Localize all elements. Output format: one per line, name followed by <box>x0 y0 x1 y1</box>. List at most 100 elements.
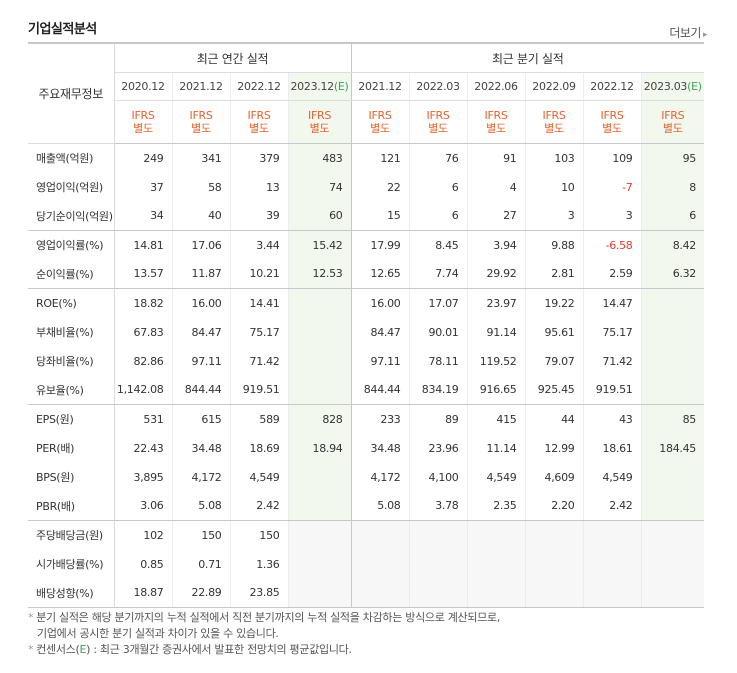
cell-value: 13 <box>230 172 289 202</box>
cell-value <box>288 346 352 376</box>
cell-value: 12.53 <box>288 259 352 289</box>
financial-table: 주요재무정보 최근 연간 실적 최근 분기 실적 2020.12 2021.12 2… <box>28 42 704 608</box>
cell-value <box>288 520 352 550</box>
cell-value: 119.52 <box>467 346 526 376</box>
ifrs-label: IFRS 별도 <box>230 100 289 144</box>
cell-value: 23.97 <box>467 288 526 318</box>
table-row: 매출액(억원) 249 341 379 483 121 76 91 103 109 95 <box>28 143 704 173</box>
cell-value: 8.42 <box>641 230 704 260</box>
cell-value: 2.20 <box>525 491 584 521</box>
period-header: 2021.12 <box>351 72 410 101</box>
cell-value <box>409 549 468 579</box>
cell-value <box>351 578 410 608</box>
cell-value: 43 <box>583 404 642 434</box>
cell-value: 2.42 <box>230 491 289 521</box>
cell-value: 0.71 <box>172 549 231 579</box>
cell-value <box>467 520 526 550</box>
cell-value: 15 <box>351 201 410 231</box>
more-label: 더보기 <box>669 26 701 40</box>
cell-value: 9.88 <box>525 230 584 260</box>
cell-value: 844.44 <box>351 375 410 405</box>
period-header: 2023.03(E) <box>641 72 704 101</box>
cell-value: 828 <box>288 404 352 434</box>
cell-value: 17.06 <box>172 230 231 260</box>
cell-value: 4,100 <box>409 462 468 492</box>
table-row: ROE(%) 18.82 16.00 14.41 16.00 17.07 23.97 19.2… <box>28 288 704 318</box>
cell-value: 58 <box>172 172 231 202</box>
ifrs-label: IFRS 별도 <box>114 100 173 144</box>
cell-value: 12.99 <box>525 433 584 463</box>
cell-value: 184.45 <box>641 433 704 463</box>
cell-value: 150 <box>172 520 231 550</box>
header-label: 주요재무정보 <box>28 42 115 144</box>
row-label: 매출액(억원) <box>28 143 115 173</box>
cell-value: 91 <box>467 143 526 173</box>
cell-value <box>288 549 352 579</box>
period-header: 2022.09 <box>525 72 584 101</box>
cell-value: 4,549 <box>230 462 289 492</box>
cell-value: 34 <box>114 201 173 231</box>
cell-value: -7 <box>583 172 642 202</box>
table-row: EPS(원) 531 615 589 828 233 89 415 44 43 85 <box>28 404 704 434</box>
cell-value: 14.81 <box>114 230 173 260</box>
row-label: 영업이익(억원) <box>28 172 115 202</box>
row-label: 당좌비율(%) <box>28 346 115 376</box>
table-row: 유보율(%) 1,142.08 844.44 919.51 844.44 834.19 91… <box>28 375 704 405</box>
cell-value: 97.11 <box>351 346 410 376</box>
ifrs-label: IFRS 별도 <box>172 100 231 144</box>
ifrs-label: IFRS 별도 <box>409 100 468 144</box>
cell-value: 16.00 <box>351 288 410 318</box>
row-label: 영업이익률(%) <box>28 230 115 260</box>
ifrs-label: IFRS 별도 <box>641 100 704 144</box>
cell-value <box>583 578 642 608</box>
more-link[interactable]: 더보기 ▸ <box>669 24 707 41</box>
cell-value: 6 <box>409 201 468 231</box>
table-row: 당기순이익(억원) 34 40 39 60 15 6 27 3 3 6 <box>28 201 704 231</box>
cell-value: 44 <box>525 404 584 434</box>
cell-value <box>525 549 584 579</box>
table-row: 주당배당금(원) 102 150 150 <box>28 520 704 550</box>
ifrs-label: IFRS 별도 <box>467 100 526 144</box>
cell-value: 916.65 <box>467 375 526 405</box>
cell-value: 6 <box>409 172 468 202</box>
row-label: 시가배당률(%) <box>28 549 115 579</box>
period-header: 2021.12 <box>172 72 231 101</box>
cell-value: 13.57 <box>114 259 173 289</box>
cell-value: 379 <box>230 143 289 173</box>
cell-value: 22.89 <box>172 578 231 608</box>
cell-value: 18.69 <box>230 433 289 463</box>
cell-value: 19.22 <box>525 288 584 318</box>
cell-value: 8 <box>641 172 704 202</box>
cell-value: 249 <box>114 143 173 173</box>
cell-value <box>641 346 704 376</box>
row-label: EPS(원) <box>28 404 115 434</box>
cell-value: 18.82 <box>114 288 173 318</box>
cell-value: 22.43 <box>114 433 173 463</box>
cell-value: 18.87 <box>114 578 173 608</box>
chevron-right-icon: ▸ <box>702 30 708 40</box>
cell-value: 71.42 <box>230 346 289 376</box>
cell-value: 91.14 <box>467 317 526 347</box>
cell-value <box>583 549 642 579</box>
row-label: 순이익률(%) <box>28 259 115 289</box>
cell-value: 10.21 <box>230 259 289 289</box>
cell-value <box>409 520 468 550</box>
cell-value: 121 <box>351 143 410 173</box>
cell-value <box>288 317 352 347</box>
row-label: PER(배) <box>28 433 115 463</box>
cell-value <box>583 520 642 550</box>
cell-value <box>641 520 704 550</box>
cell-value: 29.92 <box>467 259 526 289</box>
ifrs-label: IFRS 별도 <box>525 100 584 144</box>
cell-value <box>641 288 704 318</box>
period-header: 2022.06 <box>467 72 526 101</box>
row-label: BPS(원) <box>28 462 115 492</box>
table-row: PER(배) 22.43 34.48 18.69 18.94 34.48 23.96 11.1… <box>28 433 704 463</box>
cell-value <box>641 462 704 492</box>
cell-value <box>288 288 352 318</box>
cell-value: 16.00 <box>172 288 231 318</box>
cell-value: 834.19 <box>409 375 468 405</box>
ifrs-label: IFRS 별도 <box>288 100 352 144</box>
cell-value: 4,172 <box>351 462 410 492</box>
cell-value: 74 <box>288 172 352 202</box>
